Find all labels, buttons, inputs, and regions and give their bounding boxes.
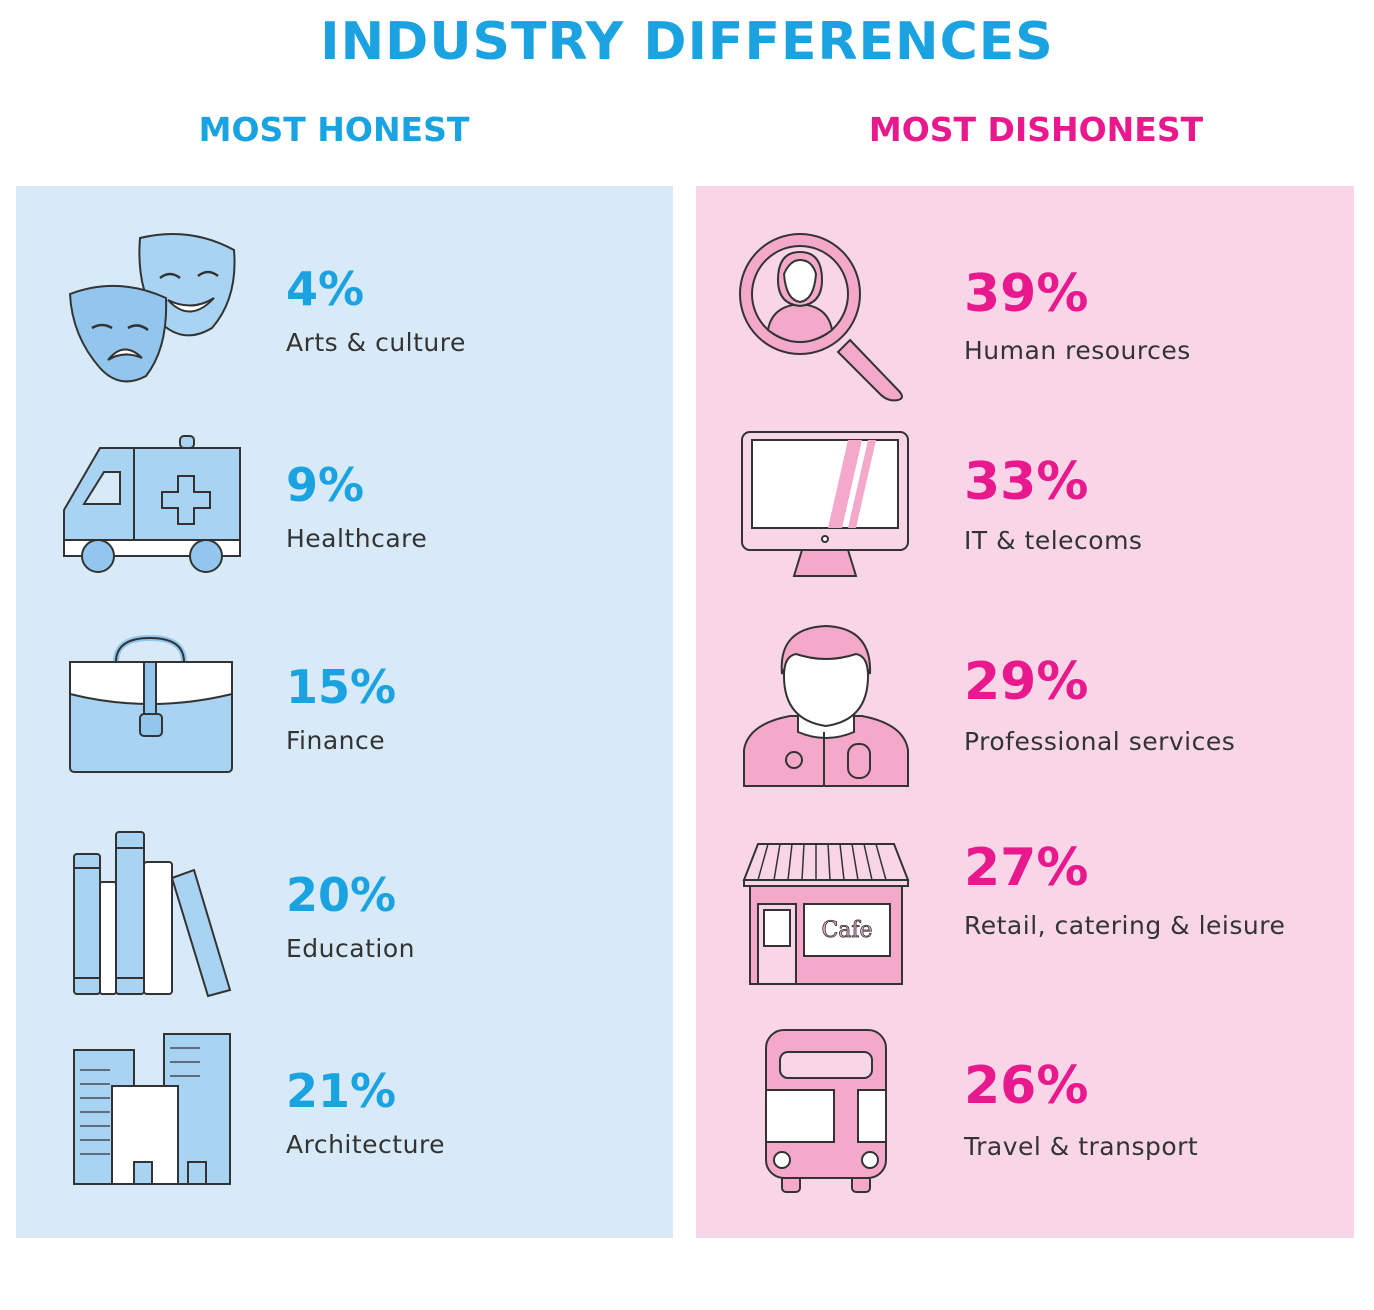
travel-transport-label: Travel & transport (964, 1132, 1199, 1161)
professional-services-label: Professional services (964, 727, 1236, 756)
architecture-percent: 21% (286, 1064, 397, 1118)
retail-catering-leisure-label: Retail, catering & leisure (964, 911, 1286, 940)
person-magnifier-icon (739, 233, 903, 402)
human-resources-label: Human resources (964, 336, 1191, 365)
cafe-shop-icon: Cafe (742, 843, 910, 985)
ambulance-icon (63, 435, 241, 573)
briefcase-icon (69, 634, 233, 773)
arts-culture-percent: 4% (286, 262, 365, 316)
healthcare-label: Healthcare (286, 524, 428, 553)
computer-monitor-icon (741, 431, 909, 577)
most-dishonest-heading: MOST DISHONEST (868, 110, 1204, 149)
books-icon (73, 831, 232, 998)
professional-services-percent: 29% (964, 652, 1089, 712)
theatre-masks-icon (68, 233, 236, 383)
cafe-sign: Cafe (821, 918, 872, 943)
finance-label: Finance (286, 726, 386, 755)
retail-catering-leisure-percent: 27% (964, 838, 1089, 898)
it-telecoms-percent: 33% (964, 452, 1089, 512)
travel-transport-percent: 26% (964, 1056, 1089, 1116)
finance-percent: 15% (286, 660, 397, 714)
arts-culture-label: Arts & culture (286, 328, 466, 357)
healthcare-percent: 9% (286, 458, 365, 512)
bus-icon (765, 1029, 887, 1193)
most-honest-heading: MOST HONEST (198, 110, 470, 149)
human-resources-percent: 39% (964, 264, 1089, 324)
page-title: INDUSTRY DIFFERENCES (320, 12, 1054, 72)
education-percent: 20% (286, 868, 397, 922)
professional-person-icon (743, 624, 909, 787)
buildings-icon (73, 1033, 231, 1185)
education-label: Education (286, 934, 415, 963)
architecture-label: Architecture (286, 1130, 446, 1159)
it-telecoms-label: IT & telecoms (964, 526, 1143, 555)
